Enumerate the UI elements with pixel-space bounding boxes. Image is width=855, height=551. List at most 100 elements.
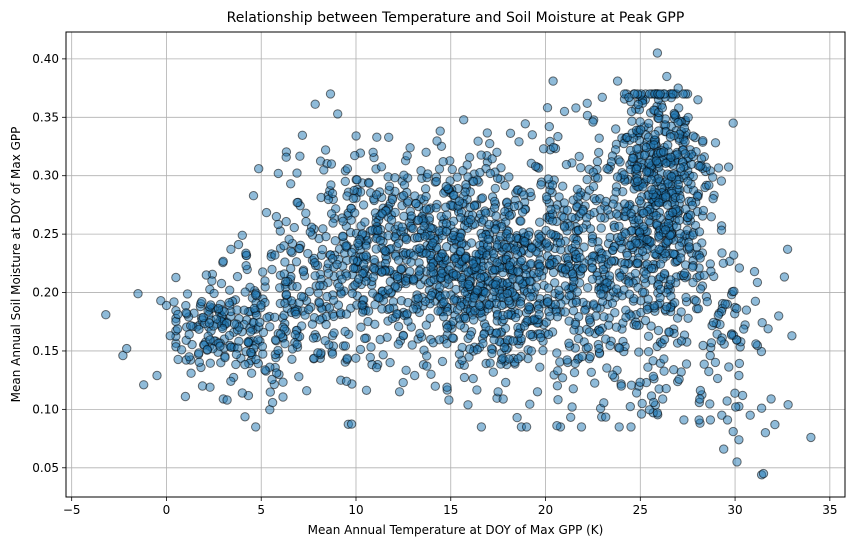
- data-point: [546, 229, 556, 239]
- data-point: [278, 377, 288, 387]
- data-point: [637, 246, 648, 257]
- data-point: [273, 219, 283, 230]
- data-point: [527, 243, 537, 253]
- data-point: [452, 172, 462, 182]
- data-point: [497, 300, 507, 311]
- data-point: [706, 266, 716, 276]
- data-point: [406, 257, 416, 267]
- data-point: [560, 281, 570, 291]
- data-point: [702, 297, 712, 307]
- x-tick-label: 0: [163, 503, 171, 517]
- data-point: [695, 284, 706, 294]
- data-point: [499, 342, 510, 353]
- y-tick-label: 0.40: [32, 52, 59, 66]
- data-point: [601, 334, 611, 344]
- data-point: [267, 264, 277, 275]
- data-point: [206, 300, 216, 310]
- data-point: [408, 223, 418, 234]
- data-point: [521, 422, 532, 432]
- data-point: [284, 234, 294, 245]
- x-axis-ticks: −5 0 5 10 15 20 25 30 35: [63, 497, 837, 517]
- data-point: [338, 216, 348, 227]
- data-point: [438, 157, 448, 167]
- data-point: [333, 109, 343, 119]
- data-point: [611, 284, 622, 294]
- data-point: [371, 190, 382, 200]
- data-point: [465, 330, 475, 340]
- data-point: [401, 276, 411, 286]
- data-point: [340, 326, 350, 337]
- data-point: [594, 133, 604, 143]
- data-point: [566, 412, 576, 422]
- data-point: [693, 95, 703, 105]
- data-point: [550, 278, 560, 288]
- data-point: [377, 267, 387, 277]
- data-point: [683, 112, 693, 123]
- x-tick-label: 25: [633, 503, 648, 517]
- data-point: [393, 238, 404, 249]
- data-point: [407, 340, 417, 350]
- data-point: [271, 368, 282, 378]
- data-point: [541, 238, 552, 248]
- data-point: [569, 276, 579, 286]
- data-point: [216, 278, 227, 289]
- data-point: [304, 286, 315, 297]
- data-point: [588, 181, 599, 192]
- data-point: [655, 259, 666, 269]
- data-point: [426, 262, 436, 272]
- data-point: [325, 89, 336, 99]
- data-point: [674, 241, 685, 251]
- data-point: [710, 138, 721, 148]
- data-point: [425, 313, 435, 323]
- data-point: [364, 178, 374, 189]
- data-point: [730, 388, 740, 398]
- data-point: [469, 201, 480, 211]
- data-point: [770, 419, 780, 430]
- data-point: [294, 243, 304, 254]
- data-point: [572, 287, 582, 297]
- data-point: [474, 300, 484, 310]
- data-point: [622, 250, 633, 261]
- data-point: [614, 221, 624, 232]
- data-point: [670, 110, 680, 120]
- data-point: [624, 278, 634, 288]
- data-point: [695, 253, 705, 263]
- data-point: [341, 376, 352, 386]
- data-point: [398, 331, 409, 341]
- data-point: [241, 248, 251, 258]
- y-axis-ticks: 0.05 0.10 0.15 0.20 0.25 0.30 0.35 0.40: [32, 52, 66, 475]
- data-point: [341, 309, 352, 319]
- data-point: [643, 294, 653, 304]
- data-point: [383, 231, 393, 241]
- data-point: [250, 290, 261, 300]
- data-point: [635, 377, 645, 387]
- data-point: [706, 338, 717, 348]
- data-point: [180, 391, 191, 402]
- x-tick-label: 5: [257, 503, 265, 517]
- data-point: [520, 236, 530, 247]
- data-point: [544, 258, 555, 269]
- y-tick-label: 0.20: [32, 286, 59, 300]
- data-point: [348, 263, 359, 273]
- data-point: [481, 288, 491, 298]
- data-point: [634, 347, 644, 357]
- data-point: [371, 362, 382, 373]
- data-point: [564, 316, 574, 326]
- data-point: [536, 180, 546, 190]
- data-point: [626, 208, 636, 219]
- data-point: [514, 275, 524, 285]
- data-point: [562, 355, 572, 365]
- data-point: [611, 209, 622, 219]
- data-point: [321, 231, 331, 242]
- data-point: [340, 176, 350, 187]
- data-point: [209, 288, 219, 299]
- data-point: [633, 99, 643, 110]
- data-point: [302, 386, 312, 396]
- data-point: [197, 381, 208, 391]
- data-point: [420, 231, 430, 242]
- data-point: [567, 402, 577, 412]
- y-tick-label: 0.35: [32, 110, 59, 124]
- y-tick-label: 0.15: [32, 344, 59, 358]
- data-point: [360, 333, 370, 344]
- data-point: [669, 365, 679, 375]
